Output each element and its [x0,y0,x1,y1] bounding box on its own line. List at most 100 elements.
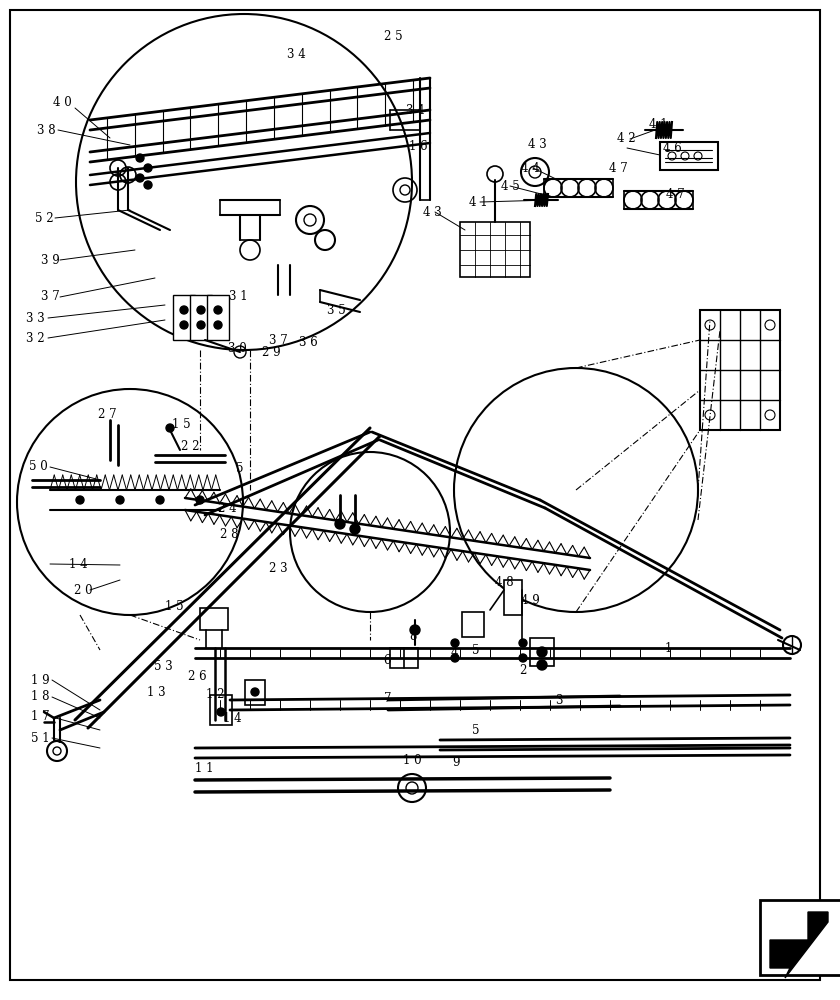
Bar [390,648,418,668]
Text: 5 0: 5 0 [29,460,47,474]
Text: 9: 9 [452,756,459,768]
Text: 3 3: 3 3 [26,312,45,324]
Text: 2 7: 2 7 [97,408,116,422]
Circle shape [410,625,420,635]
Text: 4 1: 4 1 [469,196,487,209]
Text: 5 2: 5 2 [34,212,53,225]
Circle shape [180,306,188,314]
Text: 4 7: 4 7 [609,161,627,174]
Text: 2 8: 2 8 [220,528,239,542]
Text: 2 6: 2 6 [187,670,207,684]
Circle shape [136,174,144,182]
Text: 3: 3 [555,694,563,706]
Circle shape [519,639,527,647]
Text: 4 6: 4 6 [663,141,681,154]
Text: 1 4: 1 4 [69,558,87,570]
Text: 1 6: 1 6 [409,140,428,153]
Circle shape [251,688,259,696]
Text: 4 7: 4 7 [665,188,685,202]
Text: 1 5: 1 5 [165,599,183,612]
Polygon shape [770,912,828,978]
Text: 2 2: 2 2 [181,440,199,454]
Text: 4 4: 4 4 [521,161,539,174]
Circle shape [217,708,225,716]
Bar [700,310,780,430]
Text: 1 8: 1 8 [31,690,50,704]
Circle shape [519,654,527,662]
Text: 3 7: 3 7 [40,290,60,304]
Text: 3 7: 3 7 [269,334,287,347]
Bar [200,608,228,630]
Text: 3 8: 3 8 [37,123,55,136]
Text: 4 8: 4 8 [495,576,513,589]
Circle shape [214,321,222,329]
Bar [210,695,232,725]
Circle shape [144,181,152,189]
Circle shape [537,647,547,657]
Text: 6: 6 [383,654,391,666]
Text: 3 2: 3 2 [26,332,45,344]
Text: 1 7: 1 7 [31,710,50,724]
Circle shape [166,424,174,432]
Text: 1 3: 1 3 [147,686,165,698]
Text: 7: 7 [384,692,391,704]
Text: 3 5: 3 5 [327,304,345,316]
Circle shape [136,154,144,162]
Text: 2 5: 2 5 [384,29,402,42]
Bar [660,142,718,170]
Bar [504,580,522,615]
Circle shape [197,321,205,329]
Text: 3 1: 3 1 [228,290,247,302]
Text: 4 9: 4 9 [521,593,539,606]
Text: 2 4: 2 4 [218,502,236,516]
Text: 1 0: 1 0 [402,754,422,768]
Text: 4 5: 4 5 [501,180,519,192]
Text: 8: 8 [409,630,417,643]
Bar [760,900,840,975]
Text: 4 3: 4 3 [423,206,441,219]
Text: 3 9: 3 9 [40,253,60,266]
Text: 3 4: 3 4 [406,104,424,116]
Text: 3 6: 3 6 [299,336,318,349]
Text: 2 9: 2 9 [262,347,281,360]
Text: 4 3: 4 3 [528,138,546,151]
Bar [530,638,554,666]
Circle shape [144,164,152,172]
Circle shape [196,496,204,504]
Text: 2: 2 [519,664,527,676]
Text: 3 0: 3 0 [228,342,246,356]
Circle shape [76,496,84,504]
Bar [245,680,265,705]
Text: 4 0: 4 0 [53,97,71,109]
Text: 1 9: 1 9 [31,674,50,686]
Circle shape [451,639,459,647]
Circle shape [116,496,124,504]
Circle shape [537,660,547,670]
Circle shape [180,321,188,329]
Bar [207,295,229,340]
Bar [460,222,530,277]
Text: 1: 1 [664,642,672,654]
Text: 2 3: 2 3 [269,562,287,574]
Bar [173,295,195,340]
Text: 1 5: 1 5 [171,418,191,432]
Bar [190,295,212,340]
Circle shape [451,654,459,662]
Text: 1 2: 1 2 [206,688,224,702]
Circle shape [335,519,345,529]
Circle shape [214,306,222,314]
Text: 4 1: 4 1 [648,118,667,131]
Text: 4: 4 [450,646,458,658]
Bar [462,612,484,637]
Text: 5: 5 [472,644,480,656]
Circle shape [350,524,360,534]
Text: 4 2: 4 2 [617,132,635,145]
Text: 3 4: 3 4 [286,47,306,60]
Circle shape [156,496,164,504]
Text: 5: 5 [472,724,480,736]
Text: 1 4: 1 4 [223,712,241,724]
Text: 1 1: 1 1 [195,762,213,774]
Text: 5 1: 5 1 [31,732,50,744]
Text: 5: 5 [236,462,244,475]
Text: 5 3: 5 3 [154,660,172,672]
